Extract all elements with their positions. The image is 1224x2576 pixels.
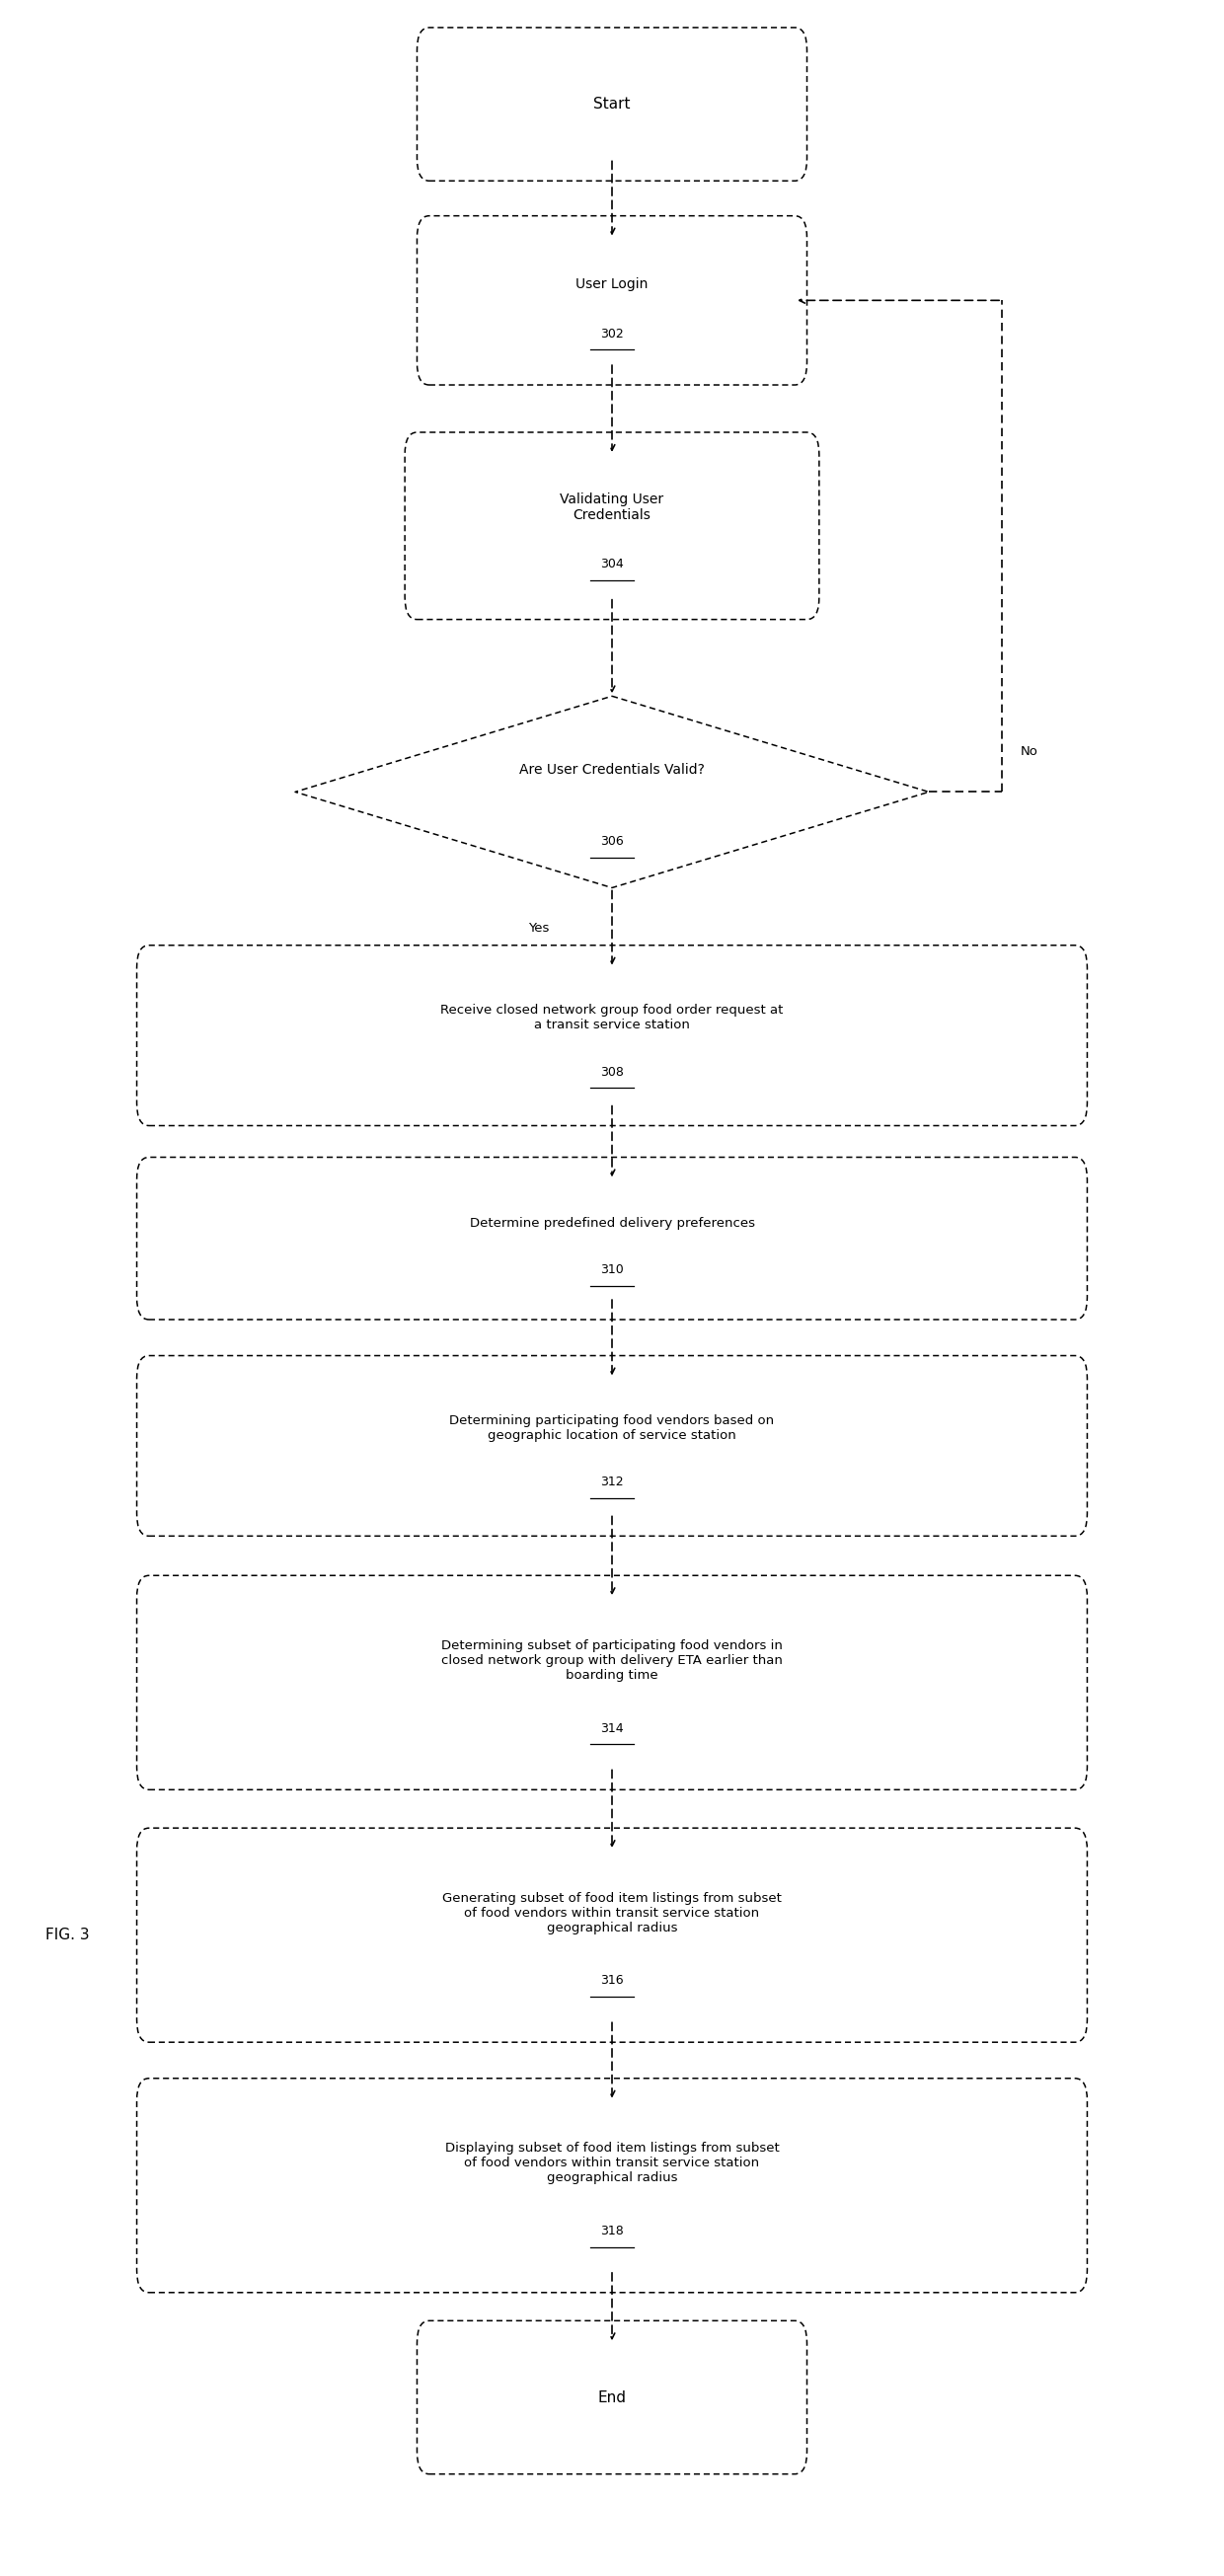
Text: Determining subset of participating food vendors in
closed network group with de: Determining subset of participating food… (442, 1638, 782, 1682)
Text: 306: 306 (600, 835, 624, 848)
Text: 312: 312 (600, 1476, 624, 1489)
Text: Are User Credentials Valid?: Are User Credentials Valid? (519, 762, 705, 775)
FancyBboxPatch shape (417, 216, 807, 384)
FancyBboxPatch shape (137, 1157, 1087, 1319)
Text: 310: 310 (600, 1265, 624, 1278)
Text: 302: 302 (600, 327, 624, 340)
Text: Yes: Yes (529, 922, 550, 935)
Polygon shape (295, 696, 929, 889)
Text: User Login: User Login (575, 278, 649, 291)
Text: No: No (1020, 744, 1038, 757)
FancyBboxPatch shape (137, 2079, 1087, 2293)
FancyBboxPatch shape (137, 1577, 1087, 1790)
Text: FIG. 3: FIG. 3 (45, 1927, 89, 1942)
Text: Generating subset of food item listings from subset
of food vendors within trans: Generating subset of food item listings … (442, 1891, 782, 1935)
FancyBboxPatch shape (405, 433, 819, 618)
Text: End: End (597, 2391, 627, 2406)
Text: 308: 308 (600, 1066, 624, 1079)
Text: 314: 314 (600, 1721, 624, 1734)
FancyBboxPatch shape (137, 1829, 1087, 2043)
FancyBboxPatch shape (417, 28, 807, 180)
FancyBboxPatch shape (137, 945, 1087, 1126)
Text: Determining participating food vendors based on
geographic location of service s: Determining participating food vendors b… (449, 1414, 775, 1443)
FancyBboxPatch shape (417, 2321, 807, 2473)
Text: Displaying subset of food item listings from subset
of food vendors within trans: Displaying subset of food item listings … (444, 2143, 780, 2184)
Text: 304: 304 (600, 559, 624, 572)
Text: Determine predefined delivery preferences: Determine predefined delivery preference… (469, 1216, 755, 1229)
Text: 318: 318 (600, 2226, 624, 2239)
FancyBboxPatch shape (137, 1355, 1087, 1535)
Text: Start: Start (594, 98, 630, 111)
Text: Receive closed network group food order request at
a transit service station: Receive closed network group food order … (441, 1005, 783, 1030)
Text: Validating User
Credentials: Validating User Credentials (561, 492, 663, 523)
Text: 316: 316 (600, 1973, 624, 1986)
